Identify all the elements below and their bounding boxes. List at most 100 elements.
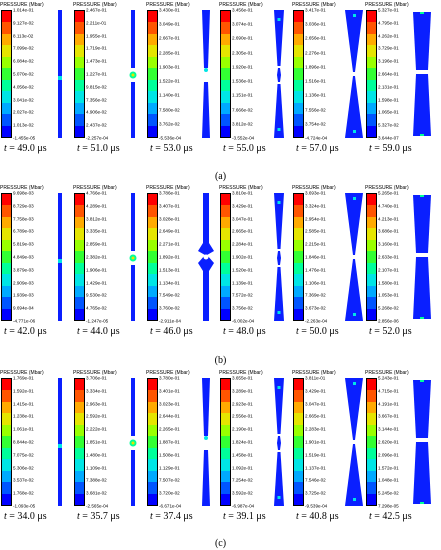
time-equals: =: [371, 143, 383, 154]
colorbar-tick-label: 8.113e-02: [13, 33, 34, 39]
colorbar-tick-label: 1.598e-01: [378, 97, 399, 103]
colorbar-segment: [294, 308, 303, 320]
colorbar-tick-label: -5.536e-04: [159, 135, 182, 141]
pressure-colorbar: [74, 378, 85, 506]
colorbar-tick-label: 5.327e-02: [378, 122, 399, 128]
colorbar-segment: [294, 125, 303, 137]
colorbar-tick-label: -6.002e-04: [232, 318, 255, 324]
colorbar-title: PRESSURE (Mbar): [365, 2, 409, 8]
colorbar-tick-label: 2.644e-01: [159, 413, 180, 419]
colorbar-ticks: 3.693e-01 3.324e-01 2.954e-01 2.585e-01 2.21…: [305, 191, 345, 324]
colorbar-tick-label: 1.476e-01: [305, 267, 326, 273]
colorbar-segment: [221, 274, 230, 286]
time-variable: t: [150, 143, 153, 154]
colorbar-tick-label: 3.667e-01: [378, 413, 399, 419]
colorbar-segment: [148, 102, 157, 115]
colorbar-tick-label: 2.285e-01: [159, 50, 180, 56]
colorbar-segment: [2, 68, 11, 80]
colorbar-segment: [294, 45, 303, 57]
colorbar-tick-label: 3.756e-02: [232, 305, 253, 311]
time-value: 37.4 μs: [163, 511, 193, 522]
simulation-panel: PRESSURE (Mbar) 4.766e-01 4.289e-01 3.812e-…: [73, 185, 149, 337]
colorbar-segment: [2, 390, 11, 402]
pressure-colorbar: [147, 378, 158, 506]
colorbar-tick-label: 2.190e-01: [232, 426, 253, 432]
time-variable: t: [4, 143, 7, 154]
colorbar-tick-label: 5.245e-02: [378, 490, 399, 496]
colorbar-tick-label: 2.382e-01: [86, 254, 107, 260]
colorbar-title: PRESSURE (Mbar): [0, 2, 44, 8]
colorbar-segment: [367, 194, 376, 206]
colorbar-segment: [294, 56, 303, 69]
specimen-shape: [131, 193, 135, 251]
specimen-bar: [50, 378, 76, 506]
colorbar-tick-label: 5.327e-01: [378, 7, 399, 13]
specimen-shape: [277, 201, 281, 204]
colorbar-segment: [75, 401, 84, 414]
colorbar-segment: [75, 114, 84, 126]
colorbar-segment: [2, 56, 11, 69]
colorbar-segment: [75, 45, 84, 57]
colorbar-title: PRESSURE (Mbar): [292, 370, 336, 376]
specimen-bar: [123, 193, 149, 321]
specimen-shape: [58, 193, 62, 321]
specimen-bar: [409, 10, 435, 138]
colorbar-tick-label: 1.014e-01: [13, 7, 34, 13]
colorbar-segment: [221, 482, 230, 494]
simulation-panel: PRESSURE (Mbar) 3.811e-01 3.429e-01 3.047e-…: [292, 370, 365, 522]
specimen-shape: [420, 380, 424, 382]
specimen-shape: [420, 134, 424, 136]
specimen-drawing: [129, 193, 137, 321]
colorbar-tick-label: 1.522e-01: [159, 78, 180, 84]
colorbar-tick-label: 2.211e-01: [86, 20, 107, 26]
colorbar-segment: [148, 125, 157, 137]
row-caption: (b): [214, 355, 227, 366]
time-variable: t: [77, 511, 80, 522]
simulation-panel: PRESSURE (Mbar) 5.265e-01 4.740e-01 4.213e-…: [365, 185, 438, 337]
colorbar-tick-label: -1.455e-05: [13, 135, 36, 141]
time-equals: =: [6, 326, 18, 337]
time-variable: t: [223, 511, 226, 522]
colorbar-tick-label: -2.565e-04: [86, 503, 109, 509]
specimen-shape: [274, 452, 284, 506]
colorbar-segment: [294, 11, 303, 23]
specimen-shape: [131, 73, 135, 77]
colorbar-segment: [75, 205, 84, 217]
colorbar-tick-label: 1.768e-02: [13, 490, 34, 496]
time-equals: =: [298, 143, 310, 154]
simulation-panel: PRESSURE (Mbar) 5.243e-01 4.715e-01 4.191e-…: [365, 370, 438, 522]
colorbar-segment: [221, 102, 230, 115]
colorbar-segment: [221, 390, 230, 402]
figure-row-3: PRESSURE (Mbar) 1.769e-01 1.592e-01 1.415e-…: [0, 370, 441, 538]
colorbar-tick-label: 7.298e-05: [378, 503, 399, 509]
colorbar-tick-label: 2.667e-01: [159, 35, 180, 41]
colorbar-tick-label: 3.417e-01: [305, 7, 326, 13]
colorbar-ticks: 3.430e-01 3.049e-01 2.667e-01 2.285e-01 1.90…: [159, 8, 199, 141]
specimen-drawing: [129, 10, 137, 138]
specimen-shape: [202, 82, 210, 138]
colorbar-segment: [75, 436, 84, 448]
time-value: 44.0 μs: [90, 326, 120, 337]
colorbar-segment: [221, 470, 230, 483]
time-variable: t: [223, 143, 226, 154]
colorbar-tick-label: 1.129e-01: [159, 465, 180, 471]
colorbar-segment: [221, 413, 230, 425]
colorbar-tick-label: 1.580e-01: [378, 280, 399, 286]
colorbar-tick-label: 3.673e-02: [305, 305, 326, 311]
colorbar-segment: [2, 33, 11, 46]
time-value: 51.0 μs: [90, 143, 120, 154]
colorbar-segment: [75, 56, 84, 69]
specimen-shape: [274, 193, 284, 249]
colorbar-tick-label: 4.289e-01: [86, 203, 107, 209]
colorbar-tick-label: 1.513e-01: [159, 267, 180, 273]
time-value: 35.7 μs: [90, 511, 120, 522]
colorbar-segment: [148, 308, 157, 320]
colorbar-tick-label: 3.725e-02: [305, 490, 326, 496]
colorbar-tick-label: 1.480e-01: [86, 452, 107, 458]
colorbar-tick-label: 2.954e-01: [305, 216, 326, 222]
colorbar-title: PRESSURE (Mbar): [73, 185, 117, 191]
colorbar-segment: [294, 482, 303, 494]
colorbar-segment: [148, 205, 157, 217]
colorbar-segment: [75, 79, 84, 92]
colorbar-segment: [367, 239, 376, 252]
